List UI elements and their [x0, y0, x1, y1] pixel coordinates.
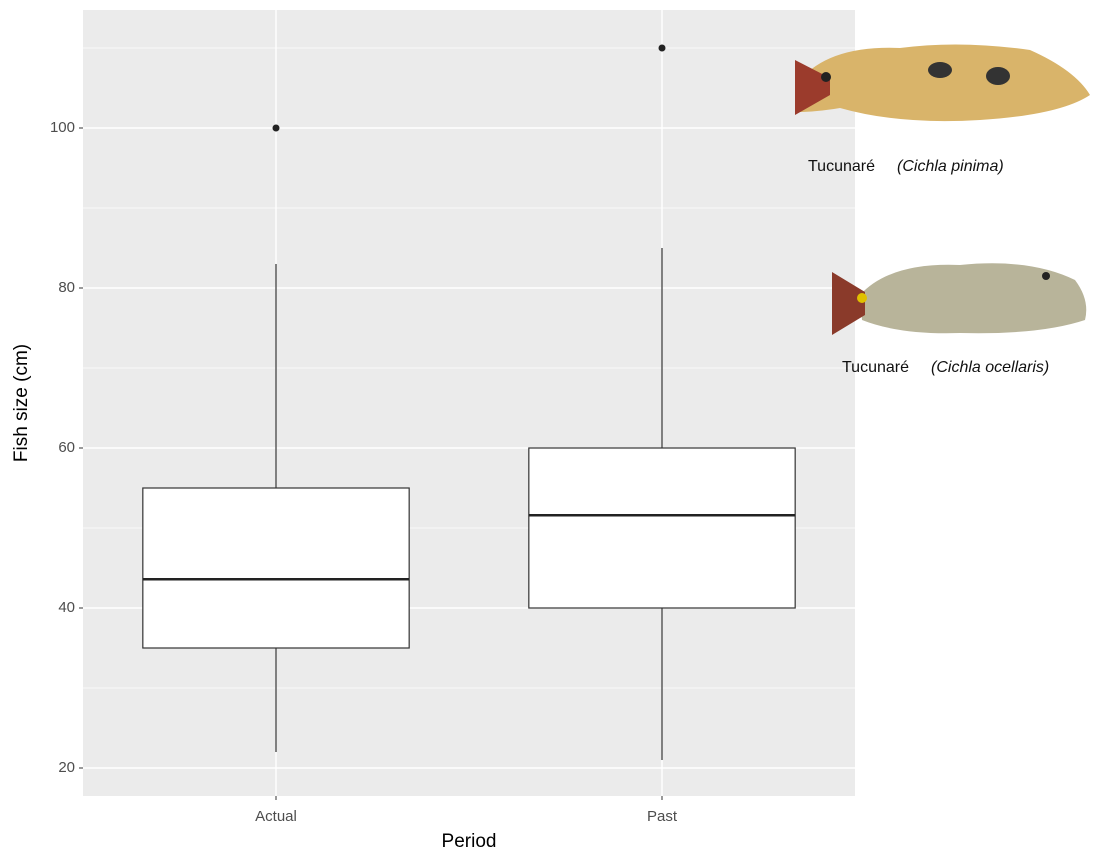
- x-axis-title: Period: [442, 831, 497, 852]
- outlier: [272, 124, 280, 132]
- box: [528, 447, 796, 609]
- panel: [83, 10, 855, 796]
- annotation: Tucunaré: [842, 359, 909, 376]
- y-tick-label: 20: [58, 759, 75, 776]
- annotation: Tucunaré: [808, 158, 875, 175]
- y-tick-label: 40: [58, 599, 75, 616]
- outlier: [658, 44, 666, 52]
- box: [142, 487, 410, 649]
- y-tick-label: 100: [50, 119, 75, 136]
- y-tick-label: 80: [58, 279, 75, 296]
- fish-image: [795, 44, 1090, 122]
- fish-image: [832, 263, 1087, 335]
- annotation: (Cichla pinima): [897, 158, 1004, 175]
- y-tick-label: 60: [58, 439, 75, 456]
- x-tick-label: Past: [647, 808, 678, 825]
- annotation: (Cichla ocellaris): [931, 359, 1049, 376]
- y-axis-title: Fish size (cm): [11, 344, 32, 462]
- x-tick-label: Actual: [255, 808, 297, 825]
